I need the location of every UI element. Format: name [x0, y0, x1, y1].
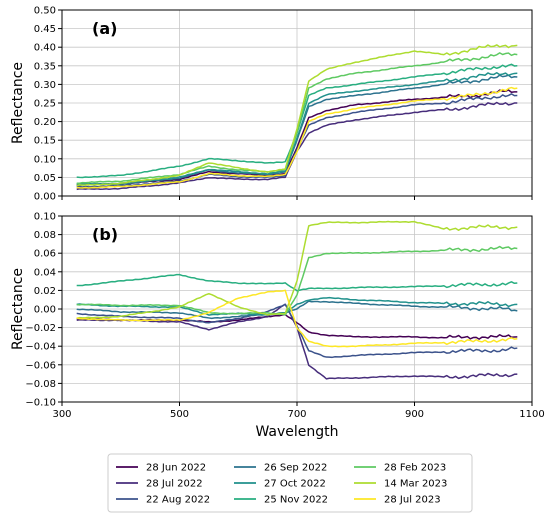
- y-tick-label: 0.15: [34, 136, 56, 147]
- legend-entry-label: 28 Jun 2022: [146, 463, 206, 474]
- legend-entry-label: 28 Jul 2022: [146, 479, 203, 490]
- y-axis-title: Reflectance: [10, 268, 26, 350]
- y-tick-label: 0.10: [34, 212, 56, 223]
- y-tick-label: 0.40: [34, 43, 56, 54]
- legend-entry-label: 28 Jul 2023: [384, 495, 441, 506]
- y-tick-label: −0.08: [25, 379, 56, 390]
- x-tick-label: 900: [405, 409, 424, 420]
- series-line: [76, 245, 518, 316]
- y-tick-label: 0.10: [34, 154, 56, 165]
- series-line: [76, 296, 518, 316]
- series-line: [76, 273, 518, 292]
- legend: 28 Jun 2022 28 Jul 2022 22 Aug 2022 26 Sep …: [107, 453, 473, 513]
- legend-entry-label: 14 Mar 2023: [384, 479, 447, 490]
- y-tick-label: 0.00: [34, 305, 56, 316]
- x-tick-label: 300: [52, 409, 71, 420]
- y-tick-label: 0.04: [34, 267, 56, 278]
- legend-entry-label: 22 Aug 2022: [146, 495, 210, 506]
- x-axis-title: Wavelength: [255, 424, 338, 440]
- y-tick-label: 0.08: [34, 230, 56, 241]
- panel-b-chart: −0.10 −0.08 −0.06 −0.04 −0.02 0.00 0.02 0.04 0.0…: [10, 212, 545, 441]
- series-line: [76, 289, 518, 348]
- x-tick-label: 700: [287, 409, 306, 420]
- y-tick-label: 0.25: [34, 99, 56, 110]
- series-line: [76, 220, 518, 320]
- series-line: [76, 86, 518, 189]
- y-tick-label: 0.00: [34, 192, 56, 203]
- y-tick-label: 0.02: [34, 286, 56, 297]
- legend-entry-label: 27 Oct 2022: [264, 479, 326, 490]
- y-tick-label: 0.45: [34, 24, 56, 35]
- series-line: [76, 44, 518, 187]
- y-tick-label: 0.35: [34, 61, 56, 72]
- series-line: [76, 52, 518, 185]
- y-tick-label: 0.05: [34, 173, 56, 184]
- y-tick-label: −0.10: [25, 398, 56, 409]
- y-tick-label: −0.04: [25, 342, 56, 353]
- series-line: [76, 71, 518, 185]
- panel-label: (a): [92, 19, 117, 38]
- x-tick-label: 1100: [519, 409, 544, 420]
- y-tick-label: 0.30: [34, 80, 56, 91]
- y-tick-label: 0.06: [34, 249, 56, 260]
- y-tick-label: −0.02: [25, 323, 56, 334]
- panel-a-chart: 0.00 0.05 0.10 0.15 0.20 0.25 0.30 0.35 0.40 0.45…: [10, 6, 533, 203]
- y-axis-title: Reflectance: [10, 62, 26, 144]
- x-tick-label: 500: [170, 409, 189, 420]
- y-tick-label: −0.06: [25, 360, 56, 371]
- legend-entry-label: 26 Sep 2022: [264, 463, 327, 474]
- panel-label: (b): [92, 225, 118, 244]
- legend-frame: [107, 453, 473, 513]
- y-tick-label: 0.50: [34, 6, 56, 17]
- legend-entry-label: 28 Feb 2023: [384, 463, 446, 474]
- y-tick-label: 0.20: [34, 117, 56, 128]
- legend-entry-label: 25 Nov 2022: [264, 495, 328, 506]
